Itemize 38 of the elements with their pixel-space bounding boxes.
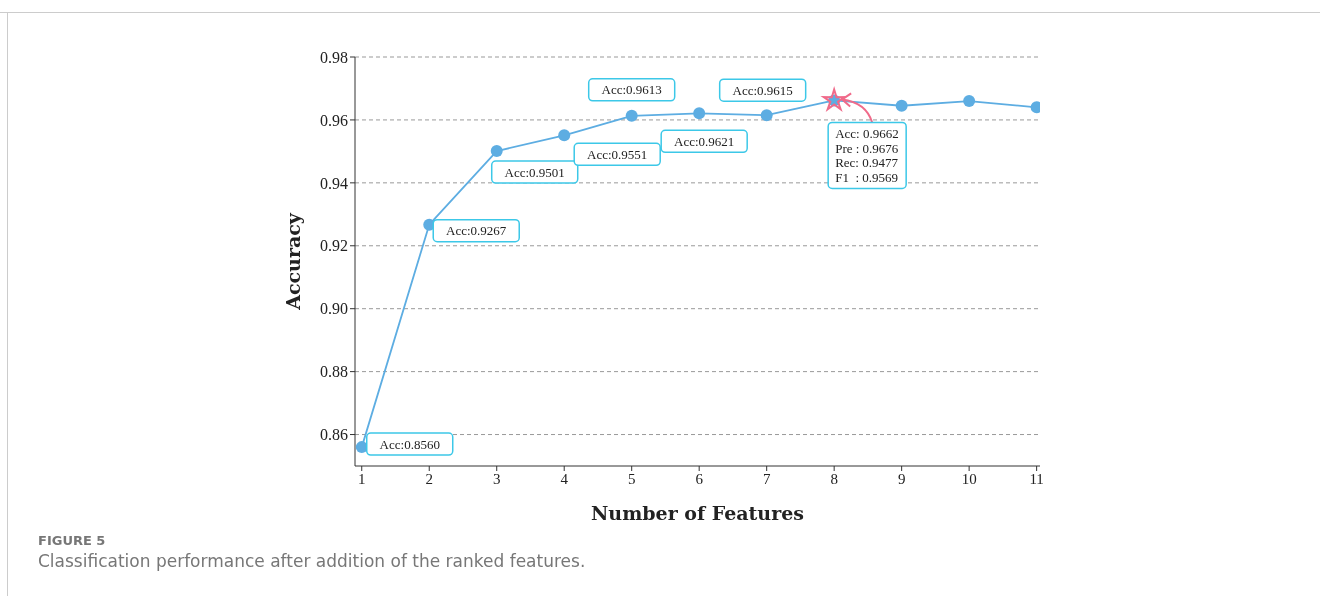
x-tick-label: 4 — [560, 470, 569, 487]
x-tick-label: 10 — [961, 470, 977, 487]
point — [693, 107, 706, 120]
x-tick-label: 5 — [627, 470, 636, 487]
y-axis-title: Accuracy — [281, 212, 304, 311]
point — [963, 95, 976, 108]
x-tick-label: 2 — [425, 470, 433, 487]
point — [760, 109, 773, 122]
data-label: Acc:0.9621 — [674, 133, 735, 149]
y-tick-label: 0.92 — [320, 237, 348, 255]
point — [820, 86, 846, 112]
x-tick-label: 8 — [830, 470, 838, 487]
x-tick-label: 3 — [492, 470, 501, 487]
y-tick-label: 0.88 — [320, 363, 348, 381]
data-label: Acc:0.9267 — [446, 223, 507, 239]
data-label: Acc:0.9615 — [732, 82, 793, 98]
x-tick-label: 1 — [358, 470, 366, 487]
y-tick-label: 0.96 — [320, 111, 348, 129]
x-tick-label: 7 — [762, 470, 771, 487]
x-tick-label: 11 — [1029, 470, 1044, 487]
x-axis-title: Number of Features — [591, 502, 804, 524]
point — [490, 145, 503, 158]
point — [558, 129, 571, 142]
annotation: Acc: 0.9662 Pre : 0.9676 Rec: 0.9477 F1 : 0.9569 — [835, 126, 899, 185]
y-tick-label: 0.94 — [320, 174, 348, 192]
data-label: Acc:0.8560 — [379, 436, 440, 452]
y-tick-label: 0.86 — [320, 426, 348, 444]
y-tick-label: 0.90 — [320, 300, 348, 318]
caption: FIGURE 5 — [38, 533, 107, 548]
data-label: Acc:0.9501 — [504, 164, 565, 180]
data-label: Acc:0.9613 — [601, 82, 662, 98]
x-tick-label: 6 — [695, 470, 704, 487]
data-label: Acc:0.9551 — [587, 146, 648, 162]
y-tick-label: 0.98 — [320, 48, 348, 66]
x-tick-label: 9 — [897, 470, 906, 487]
point — [895, 99, 908, 112]
point — [625, 109, 638, 122]
text: Classification performance after addition of the ranked features. — [38, 551, 586, 571]
